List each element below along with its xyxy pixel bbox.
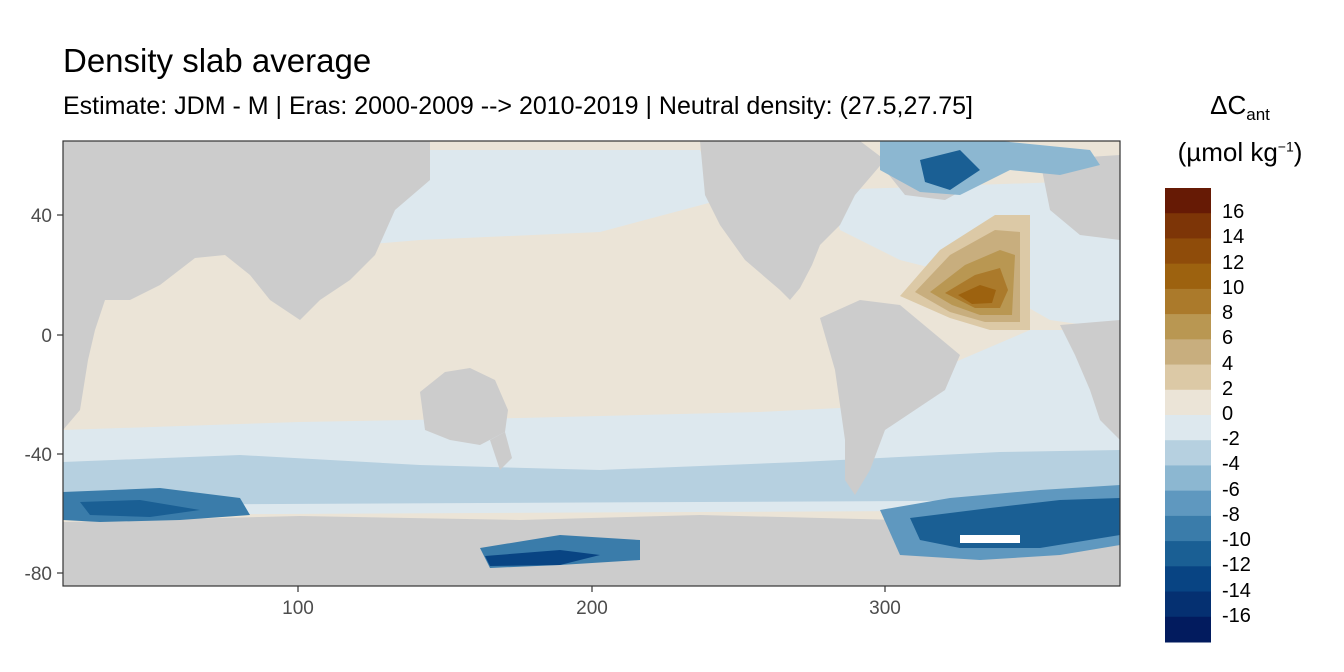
legend-bin [1165, 616, 1211, 643]
x-tick-label: 300 [869, 598, 901, 619]
legend-tick-label: -12 [1222, 554, 1251, 577]
legend-bin [1165, 566, 1211, 593]
legend-tick-label: 2 [1222, 377, 1234, 400]
legend-tick-label: -2 [1222, 428, 1240, 451]
legend-bin [1165, 314, 1211, 340]
y-tick-label: -40 [25, 445, 52, 466]
south-america [820, 300, 960, 495]
legend-unit: (µmol kg−1) [1177, 137, 1303, 167]
legend-colorbar [1165, 188, 1211, 643]
legend-bin [1165, 364, 1211, 391]
axis-tick-marks [57, 214, 886, 592]
atlantic-positive-anomaly [900, 215, 1030, 330]
legend-bin [1165, 465, 1211, 492]
south-atlantic-band [870, 330, 1120, 440]
y-tick-label: 40 [31, 206, 52, 227]
eurasia-africa [63, 141, 430, 430]
africa-east [1060, 320, 1120, 440]
legend-tick-label: 12 [1222, 251, 1245, 274]
legend-tick-label: 8 [1222, 302, 1234, 325]
legend-bin [1165, 389, 1211, 416]
legend-tick-label: 4 [1222, 352, 1234, 375]
x-tick-label: 200 [576, 598, 608, 619]
legend-bin [1165, 515, 1211, 542]
legend-tick-label: 0 [1222, 403, 1234, 425]
legend-tick-label: -6 [1222, 478, 1240, 501]
legend-bin [1165, 490, 1211, 517]
legend-tick-label: 10 [1222, 276, 1245, 299]
negative-anomaly-patches [63, 141, 1120, 568]
legend-bin [1165, 213, 1211, 239]
legend-bin [1165, 263, 1211, 290]
y-tick-label: -80 [25, 564, 52, 585]
legend-bin [1165, 591, 1211, 618]
x-tick-label: 100 [282, 598, 314, 619]
legend-bin [1165, 541, 1211, 567]
australia [420, 368, 508, 445]
new-zealand [490, 432, 512, 470]
legend-tick-label: -4 [1222, 453, 1240, 476]
legend-bin [1165, 188, 1211, 214]
legend-tick-label: -8 [1222, 503, 1240, 526]
legend-tick-label: -10 [1222, 529, 1251, 552]
legend-tick-label: 14 [1222, 226, 1245, 249]
legend-tick-label: -16 [1222, 604, 1251, 627]
legend-bin [1165, 339, 1211, 366]
legend-tick-label: -14 [1222, 579, 1251, 602]
legend-tick-label: 6 [1222, 327, 1234, 350]
plot-subtitle: Estimate: JDM - M | Eras: 2000-2009 --> … [63, 92, 973, 120]
legend-title: ΔCant [1210, 90, 1270, 125]
legend-bin [1165, 415, 1211, 441]
y-tick-label: 0 [41, 326, 52, 347]
legend-bin [1165, 288, 1211, 315]
north-america [700, 141, 885, 300]
legend-tick-label: 16 [1222, 201, 1245, 224]
legend-bin [1165, 238, 1211, 265]
legend-bin [1165, 440, 1211, 466]
plot-title: Density slab average [63, 42, 372, 79]
europe-north [1040, 155, 1120, 240]
